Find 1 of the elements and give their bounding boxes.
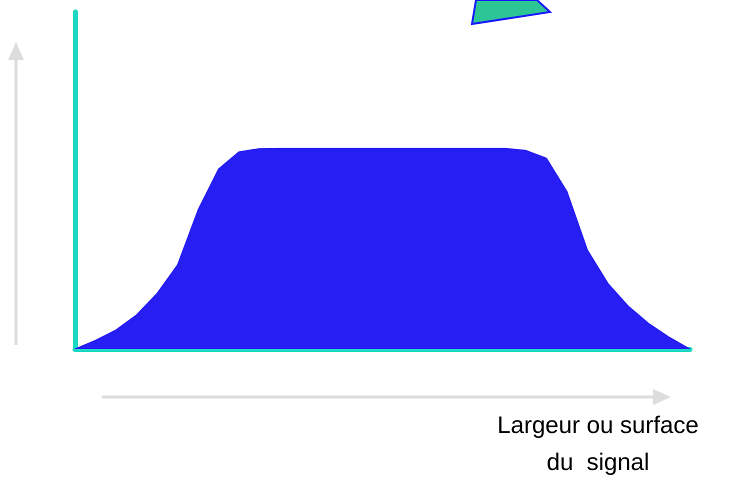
x-axis-title: Largeur ou surface du signal: [497, 412, 699, 476]
